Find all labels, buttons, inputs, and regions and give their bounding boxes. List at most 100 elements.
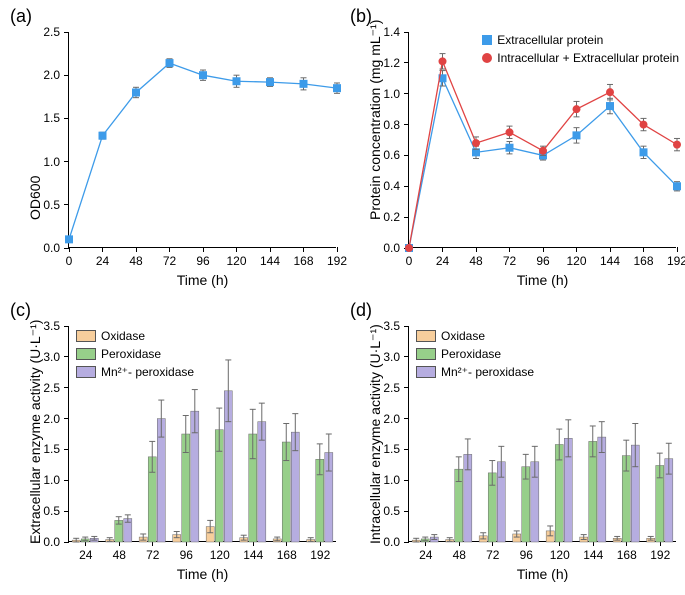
legend-row: Peroxidase	[76, 346, 194, 362]
legend-label: Mn²⁺- peroxidase	[441, 365, 534, 379]
xtick-label: 72	[486, 548, 499, 562]
marker-square	[132, 88, 140, 96]
ylabel-a: OD600	[27, 176, 43, 220]
marker-circle	[405, 244, 413, 252]
ytick-label: 0.0	[20, 241, 60, 255]
xtick-label: 72	[146, 548, 159, 562]
plot-area-a: 0244872961201441681920.00.51.01.52.02.5T…	[68, 32, 336, 248]
legend-row: Oxidase	[76, 328, 194, 344]
panel-b: (b)0244872961201441681920.00.20.40.60.81…	[348, 6, 683, 296]
xtick-label: 96	[196, 254, 209, 268]
xtick-label: 120	[566, 254, 586, 268]
legend-swatch	[76, 366, 96, 378]
marker-circle	[606, 88, 614, 96]
xtick-label: 96	[536, 254, 549, 268]
panel-label-d: (d)	[350, 300, 372, 321]
marker-square	[166, 59, 174, 67]
xtick-label: 168	[633, 254, 653, 268]
legend-c: Oxidase Peroxidase Mn²⁺- peroxidase	[76, 328, 194, 382]
legend-row: Extracellular protein	[482, 32, 679, 48]
marker-circle	[539, 147, 547, 155]
ylabel-c: Extracellular enzyme activity (U·L⁻¹)	[27, 320, 44, 544]
xtick-label: 192	[650, 548, 670, 562]
marker-circle	[506, 128, 514, 136]
xtick-label: 144	[243, 548, 263, 562]
legend-swatch	[482, 35, 492, 45]
legend-row: Mn²⁺- peroxidase	[76, 364, 194, 380]
legend-label: Oxidase	[441, 329, 485, 343]
xtick-label: 0	[406, 254, 413, 268]
xtick-label: 144	[260, 254, 280, 268]
line-od600	[69, 63, 337, 239]
marker-square	[606, 102, 614, 110]
legend-b: Extracellular protein Intracellular + Ext…	[482, 32, 679, 68]
ylabel-b: Protein concentration (mg mL⁻¹)	[367, 20, 384, 220]
xlabel-d: Time (h)	[409, 566, 676, 582]
marker-square	[573, 131, 581, 139]
ytick-label: 1.0	[20, 155, 60, 169]
ylabel-d: Intracellular enzyme activity (U·L⁻¹)	[367, 324, 384, 544]
xtick-label: 48	[453, 548, 466, 562]
xtick-label: 96	[180, 548, 193, 562]
marker-circle	[573, 105, 581, 113]
marker-circle	[472, 139, 480, 147]
legend-swatch	[76, 330, 96, 342]
xtick-label: 120	[226, 254, 246, 268]
legend-row: Peroxidase	[416, 346, 534, 362]
marker-square	[266, 78, 274, 86]
xtick-label: 24	[436, 254, 449, 268]
panel-c: (c)0.00.51.01.52.02.53.03.52448729612014…	[8, 300, 343, 590]
xlabel-a: Time (h)	[69, 272, 336, 288]
marker-circle	[640, 121, 648, 129]
legend-label: Oxidase	[101, 329, 145, 343]
legend-swatch	[416, 366, 436, 378]
marker-square	[99, 132, 107, 140]
legend-label: Mn²⁺- peroxidase	[101, 365, 194, 379]
legend-swatch	[416, 330, 436, 342]
xtick-label: 168	[293, 254, 313, 268]
xtick-label: 72	[163, 254, 176, 268]
panel-label-a: (a)	[10, 6, 32, 27]
xtick-label: 72	[503, 254, 516, 268]
panel-label-c: (c)	[10, 300, 31, 321]
xtick-label: 0	[66, 254, 73, 268]
xtick-label: 120	[210, 548, 230, 562]
marker-square	[300, 80, 308, 88]
xtick-label: 192	[310, 548, 330, 562]
xtick-label: 48	[129, 254, 142, 268]
figure-root: (a) 0244872961201441681920.00.51.01.52.02…	[0, 0, 685, 595]
xtick-label: 144	[600, 254, 620, 268]
marker-square	[199, 71, 207, 79]
ytick-label: 2.0	[20, 68, 60, 82]
legend-label: Extracellular protein	[497, 33, 603, 47]
marker-circle	[673, 141, 681, 149]
marker-square	[506, 144, 514, 152]
legend-label: Intracellular + Extracellular protein	[497, 51, 679, 65]
xlabel-b: Time (h)	[409, 272, 676, 288]
legend-row: Oxidase	[416, 328, 534, 344]
xlabel-c: Time (h)	[69, 566, 336, 582]
marker-square	[640, 148, 648, 156]
xtick-label: 144	[583, 548, 603, 562]
legend-swatch	[416, 348, 436, 360]
xtick-label: 192	[667, 254, 685, 268]
ytick-label: 0.0	[360, 241, 400, 255]
marker-square	[233, 77, 241, 85]
marker-square	[673, 182, 681, 190]
marker-square	[65, 235, 73, 243]
ytick-label: 2.5	[20, 25, 60, 39]
legend-d: Oxidase Peroxidase Mn²⁺- peroxidase	[416, 328, 534, 382]
line-extracellular	[409, 78, 677, 248]
xtick-label: 48	[113, 548, 126, 562]
xtick-label: 168	[617, 548, 637, 562]
xtick-label: 24	[79, 548, 92, 562]
legend-label: Peroxidase	[101, 347, 161, 361]
xtick-label: 168	[277, 548, 297, 562]
marker-circle	[439, 57, 447, 65]
legend-label: Peroxidase	[441, 347, 501, 361]
ytick-label: 1.5	[20, 111, 60, 125]
legend-row: Intracellular + Extracellular protein	[482, 50, 679, 66]
xtick-label: 96	[520, 548, 533, 562]
legend-swatch	[76, 348, 96, 360]
marker-square	[333, 84, 341, 92]
